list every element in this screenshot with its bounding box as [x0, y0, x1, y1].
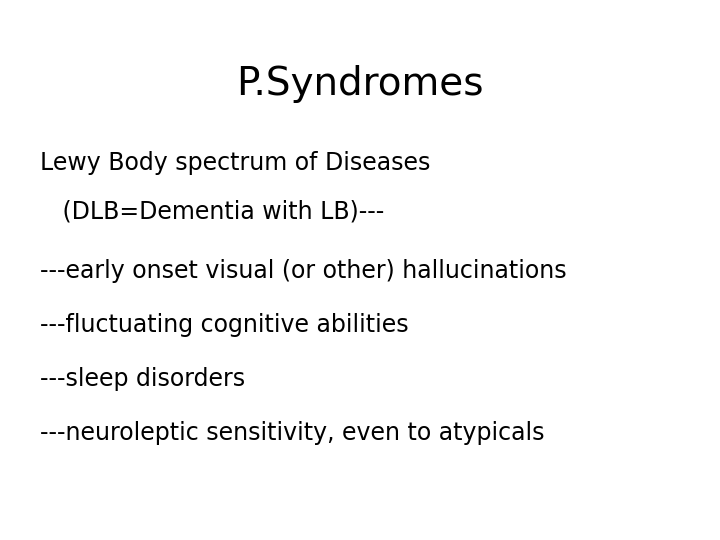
Text: Lewy Body spectrum of Diseases: Lewy Body spectrum of Diseases	[40, 151, 430, 175]
Text: P.Syndromes: P.Syndromes	[236, 65, 484, 103]
Text: (DLB=Dementia with LB)---: (DLB=Dementia with LB)---	[40, 200, 384, 224]
Text: ---early onset visual (or other) hallucinations: ---early onset visual (or other) halluci…	[40, 259, 566, 283]
Text: ---sleep disorders: ---sleep disorders	[40, 367, 245, 391]
Text: ---neuroleptic sensitivity, even to atypicals: ---neuroleptic sensitivity, even to atyp…	[40, 421, 544, 445]
Text: ---fluctuating cognitive abilities: ---fluctuating cognitive abilities	[40, 313, 408, 337]
